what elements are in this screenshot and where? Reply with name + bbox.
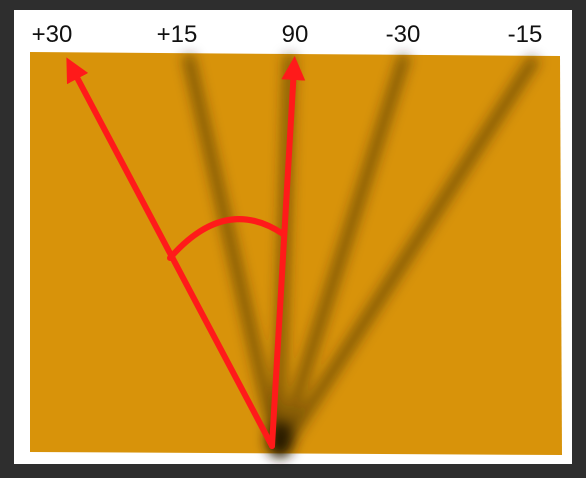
angle-label: +15	[157, 21, 198, 48]
page: +30 +15 90 -30 -15 (() => { const data =…	[0, 0, 586, 478]
figure: +30 +15 90 -30 -15	[0, 0, 586, 478]
angle-label: -15	[508, 21, 543, 48]
angle-label: -30	[386, 21, 421, 48]
angle-label: +30	[32, 21, 73, 48]
angle-label: 90	[282, 21, 309, 48]
